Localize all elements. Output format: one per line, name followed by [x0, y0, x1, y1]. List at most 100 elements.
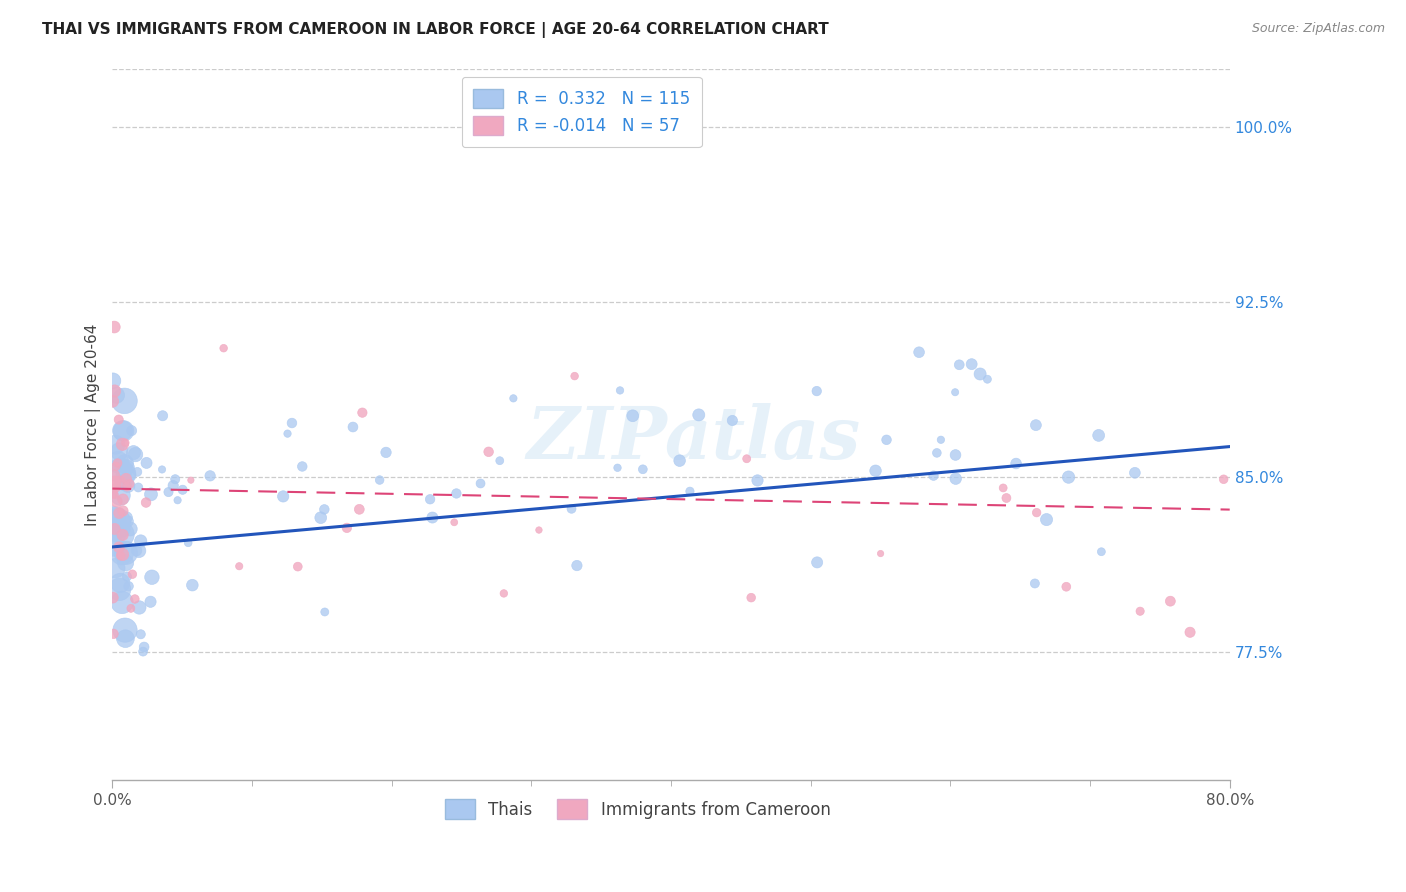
Point — [124, 448, 146, 462]
Text: Source: ZipAtlas.com: Source: ZipAtlas.com — [1251, 22, 1385, 36]
Point — [198, 468, 221, 483]
Point — [865, 464, 887, 478]
Point — [128, 600, 150, 615]
Point — [342, 420, 364, 434]
Point — [110, 527, 132, 541]
Point — [172, 483, 194, 497]
Point — [162, 478, 184, 492]
Point — [1090, 545, 1112, 559]
Point — [488, 453, 510, 467]
Point — [132, 645, 155, 659]
Point — [114, 393, 136, 408]
Point — [115, 460, 138, 475]
Point — [527, 523, 550, 537]
Point — [679, 484, 702, 499]
Point — [925, 446, 948, 460]
Point — [104, 475, 127, 489]
Point — [443, 516, 465, 530]
Point — [876, 433, 898, 447]
Point — [945, 448, 967, 462]
Point — [117, 514, 139, 528]
Point — [104, 459, 127, 474]
Point — [104, 522, 127, 536]
Point — [995, 491, 1018, 505]
Point — [101, 591, 124, 605]
Point — [1087, 428, 1109, 442]
Point — [111, 595, 134, 609]
Point — [128, 543, 150, 558]
Point — [103, 510, 125, 524]
Point — [1057, 470, 1080, 484]
Point — [111, 528, 134, 542]
Point — [152, 409, 174, 423]
Point — [118, 468, 141, 483]
Point — [991, 481, 1014, 495]
Point — [960, 357, 983, 371]
Point — [129, 533, 152, 548]
Point — [922, 468, 945, 483]
Point — [139, 487, 162, 501]
Point — [114, 556, 136, 570]
Point — [105, 480, 128, 494]
Point — [114, 632, 136, 646]
Point — [101, 485, 124, 500]
Point — [352, 406, 374, 420]
Point — [478, 445, 501, 459]
Point — [111, 504, 134, 518]
Point — [945, 472, 967, 486]
Point — [943, 385, 966, 400]
Point — [111, 492, 134, 507]
Point — [101, 374, 124, 388]
Point — [107, 455, 129, 469]
Point — [110, 488, 132, 502]
Point — [747, 474, 769, 488]
Point — [470, 476, 492, 491]
Point — [180, 473, 202, 487]
Point — [314, 502, 336, 516]
Point — [565, 558, 588, 573]
Point — [103, 541, 125, 556]
Point — [127, 465, 149, 479]
Point — [181, 578, 204, 592]
Point — [621, 409, 644, 423]
Point — [110, 549, 132, 563]
Point — [281, 416, 304, 430]
Point — [271, 490, 294, 504]
Point — [115, 510, 138, 524]
Point — [111, 548, 134, 562]
Point — [631, 462, 654, 476]
Point — [121, 424, 143, 438]
Point — [492, 586, 515, 600]
Point — [287, 559, 309, 574]
Point — [104, 561, 127, 575]
Point — [157, 485, 180, 500]
Point — [165, 472, 187, 486]
Text: THAI VS IMMIGRANTS FROM CAMEROON IN LABOR FORCE | AGE 20-64 CORRELATION CHART: THAI VS IMMIGRANTS FROM CAMEROON IN LABO… — [42, 22, 830, 38]
Point — [929, 433, 952, 447]
Point — [139, 595, 162, 609]
Y-axis label: In Labor Force | Age 20-64: In Labor Force | Age 20-64 — [86, 323, 101, 525]
Point — [101, 394, 124, 409]
Point — [212, 341, 235, 355]
Point — [969, 367, 991, 381]
Legend: Thais, Immigrants from Cameroon: Thais, Immigrants from Cameroon — [439, 793, 837, 825]
Point — [502, 392, 524, 406]
Point — [125, 543, 148, 558]
Point — [103, 468, 125, 483]
Point — [806, 384, 828, 398]
Point — [869, 547, 891, 561]
Point — [111, 424, 134, 438]
Point — [101, 508, 124, 522]
Point — [349, 502, 371, 516]
Point — [314, 605, 336, 619]
Point — [1123, 466, 1146, 480]
Point — [114, 546, 136, 560]
Point — [806, 555, 828, 569]
Point — [150, 462, 173, 476]
Point — [309, 510, 332, 524]
Point — [108, 582, 131, 597]
Point — [228, 559, 250, 574]
Point — [120, 522, 142, 536]
Point — [108, 463, 131, 477]
Point — [1178, 625, 1201, 640]
